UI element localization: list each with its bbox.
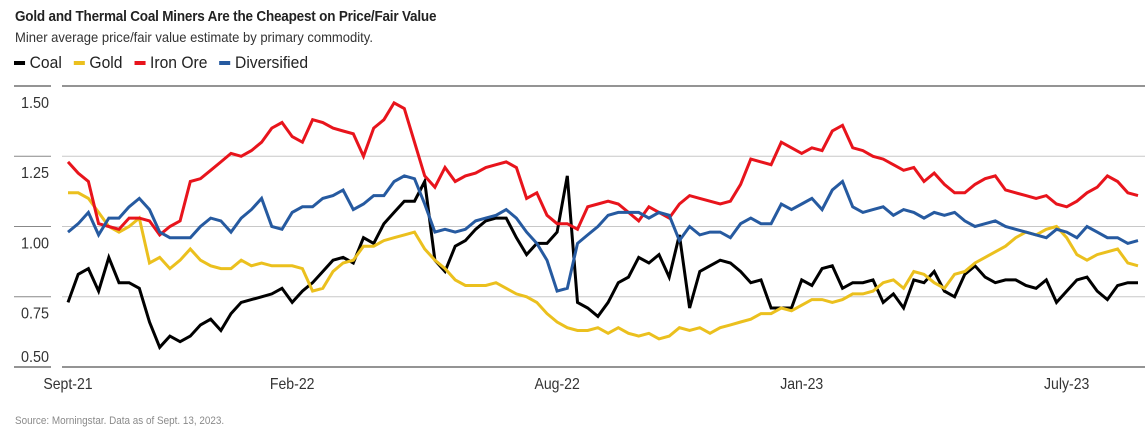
series-line-iron-ore: [66, 100, 1139, 238]
chart-title: Gold and Thermal Coal Miners Are the Che…: [15, 9, 437, 25]
x-tick-label: Sept-21: [43, 375, 92, 393]
chart-subtitle: Miner average price/fair value estimate …: [15, 29, 373, 45]
legend-item-coal: Coal: [14, 53, 62, 73]
x-axis: Sept-21 Feb-22 Aug-22 Jan-23 July-23: [43, 375, 1089, 393]
series-line-gold: [68, 191, 1139, 341]
y-tick-label: 0.75: [21, 305, 49, 323]
source-note: Source: Morningstar. Data as of Sept. 13…: [15, 415, 225, 427]
series-line-coal: [66, 175, 1138, 351]
legend-item-diversified: Diversified: [219, 53, 308, 73]
legend-item-iron-ore: Iron Ore: [134, 53, 207, 73]
x-tick-label: July-23: [1044, 375, 1089, 393]
y-axis: 0.50 0.75 1.00 1.25 1.50: [14, 85, 51, 368]
y-tick-label: 1.50: [21, 94, 49, 112]
legend-label-gold: Gold: [89, 53, 123, 72]
series-line-diversified: [67, 174, 1139, 293]
legend-swatch-gold: [73, 61, 85, 65]
legend: Coal Gold Iron Ore Diversified: [14, 53, 320, 73]
gridlines: [62, 85, 1145, 368]
legend-label-coal: Coal: [29, 53, 62, 72]
legend-item-gold: Gold: [73, 53, 123, 73]
y-tick-label: 1.25: [21, 165, 49, 183]
series-lines: [66, 100, 1139, 351]
x-tick-label: Aug-22: [534, 375, 579, 393]
y-tick-label: 0.50: [21, 348, 49, 366]
legend-swatch-diversified: [219, 61, 231, 65]
legend-swatch-iron-ore: [134, 61, 146, 65]
x-tick-label: Feb-22: [270, 375, 315, 393]
y-tick-label: 1.00: [21, 235, 49, 253]
x-tick-label: Jan-23: [780, 375, 823, 393]
legend-label-diversified: Diversified: [235, 53, 309, 72]
legend-label-iron-ore: Iron Ore: [150, 53, 208, 72]
legend-swatch-coal: [14, 61, 26, 65]
